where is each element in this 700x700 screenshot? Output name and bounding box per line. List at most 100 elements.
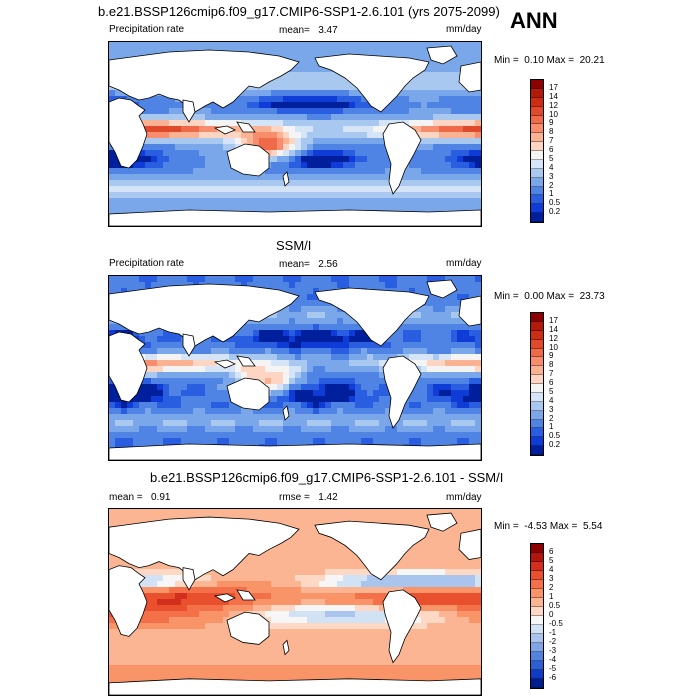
colorbar-tick-label: 0: [549, 610, 554, 619]
colorbar-tick-label: 8: [549, 127, 554, 137]
panel3-max-label: Max =: [549, 521, 578, 532]
panel1-mean-label: mean= 3.47: [279, 25, 338, 36]
colorbar-swatch: [531, 97, 543, 107]
colorbar-swatch: [531, 366, 543, 376]
colorbar-swatch: [531, 313, 543, 322]
season-label: ANN: [510, 8, 558, 33]
panel3-rmse-text: rmse =: [279, 492, 310, 503]
colorbar-swatch: [531, 410, 543, 420]
panel1-max-label: Max =: [546, 55, 575, 66]
colorbar-swatch: [531, 339, 543, 349]
colorbar-swatch: [531, 142, 543, 151]
panel1-min-value: 0.10: [524, 55, 544, 66]
colorbar-swatch: [531, 177, 543, 187]
colorbar-tick-label: 6: [549, 547, 554, 556]
panel2-minmax: Min = 0.00 Max = 23.73: [494, 291, 605, 302]
panel1-max-value: 20.21: [579, 55, 605, 66]
colorbar-tick-label: 17: [549, 315, 558, 325]
panel3-mean-text: mean =: [109, 492, 143, 503]
colorbar-swatch: [531, 106, 543, 116]
colorbar-swatch: [531, 616, 543, 625]
panel3-mean-label: mean = 0.91: [109, 492, 170, 503]
colorbar-tick-label: 3: [549, 574, 554, 583]
panel1-variable-label: Precipitation rate: [109, 24, 185, 35]
colorbar-tick-label: 5: [549, 556, 554, 565]
colorbar-swatch: [531, 661, 543, 670]
colorbar-swatch: [531, 625, 543, 634]
panel1-units: mm/day: [446, 24, 482, 35]
panel3-minmax: Min = -4.53 Max = 5.54: [494, 521, 602, 532]
colorbar-swatch: [531, 384, 543, 393]
colorbar-tick-label: 5: [549, 386, 554, 396]
colorbar-swatch: [531, 348, 543, 358]
colorbar-tick-label: 1: [549, 422, 554, 432]
colorbar-swatch: [531, 330, 543, 340]
colorbar-tick-label: 0.5: [549, 198, 561, 208]
colorbar-swatch: [531, 375, 543, 384]
colorbar-swatch: [531, 553, 543, 562]
panel1-map: [108, 41, 482, 227]
panel2-max-value: 23.73: [579, 291, 605, 302]
continent-outlines: [109, 45, 481, 226]
colorbar-swatch: [531, 124, 543, 134]
colorbar-swatch: [531, 428, 543, 438]
panel3-colorbar: [530, 543, 544, 689]
colorbar-tick-label: 9: [549, 118, 554, 128]
colorbar-swatch: [531, 186, 543, 196]
panel3-max-value: 5.54: [582, 521, 603, 532]
colorbar-swatch: [531, 204, 543, 214]
colorbar-tick-label: 12: [549, 100, 558, 110]
colorbar-tick-label: 4: [549, 565, 554, 574]
colorbar-tick-label: 10: [549, 342, 558, 352]
panel2-units: mm/day: [446, 258, 482, 269]
colorbar-tick-label: 7: [549, 136, 554, 146]
colorbar-tick-label: 0.5: [549, 431, 561, 441]
colorbar-tick-label: 0.2: [549, 207, 561, 217]
panel2-min-label: Min =: [494, 291, 519, 302]
colorbar-tick-label: 10: [549, 109, 558, 119]
colorbar-swatch: [531, 589, 543, 598]
colorbar-tick-label: 14: [549, 91, 558, 101]
colorbar-swatch: [531, 562, 543, 571]
colorbar-swatch: [531, 115, 543, 125]
panel2-title: SSM/I: [276, 238, 312, 253]
colorbar-tick-label: 2: [549, 583, 554, 592]
colorbar-tick-label: 6: [549, 378, 554, 387]
colorbar-swatch: [531, 419, 543, 429]
colorbar-tick-label: -2: [549, 637, 557, 646]
colorbar-swatch: [531, 607, 543, 616]
colorbar-swatch: [531, 159, 543, 169]
panel3-min-value: -4.53: [524, 521, 548, 532]
panel2-mean-text: mean=: [279, 259, 310, 270]
colorbar-swatch: [531, 446, 543, 455]
colorbar-tick-label: 1: [549, 189, 554, 199]
colorbar-tick-label: 4: [549, 162, 554, 172]
colorbar-tick-label: 5: [549, 153, 554, 163]
colorbar-tick-label: 1: [549, 592, 554, 601]
panel2-mean-label: mean= 2.56: [279, 259, 338, 270]
colorbar-tick-label: 0.2: [549, 440, 561, 450]
colorbar-swatch: [531, 392, 543, 402]
panel2-max-label: Max =: [546, 291, 575, 302]
panel3-rmse-label: rmse = 1.42: [279, 492, 338, 503]
colorbar-tick-label: -0.5: [549, 619, 563, 628]
colorbar-swatch: [531, 643, 543, 652]
panel1-title: b.e21.BSSP126cmip6.f09_g17.CMIP6-SSP1-2.…: [98, 4, 500, 19]
colorbar-swatch: [531, 634, 543, 643]
panel1-mean-text: mean=: [279, 25, 310, 36]
colorbar-tick-label: -1: [549, 628, 557, 637]
colorbar-swatch: [531, 80, 543, 89]
panel1-mean-value: 3.47: [318, 25, 338, 36]
panel3-mean-value: 0.91: [150, 492, 171, 503]
colorbar-swatch: [531, 133, 543, 143]
panel2-variable-label: Precipitation rate: [109, 258, 185, 269]
colorbar-swatch: [531, 321, 543, 331]
colorbar-tick-label: -6: [549, 673, 557, 682]
panel2-colorbar: [530, 312, 544, 456]
colorbar-tick-label: 2: [549, 413, 554, 423]
panel3-rmse-value: 1.42: [318, 492, 338, 503]
panel2-min-value: 0.00: [524, 291, 544, 302]
colorbar-tick-label: -3: [549, 646, 557, 655]
colorbar-swatch: [531, 168, 543, 178]
colorbar-tick-label: 3: [549, 171, 554, 181]
